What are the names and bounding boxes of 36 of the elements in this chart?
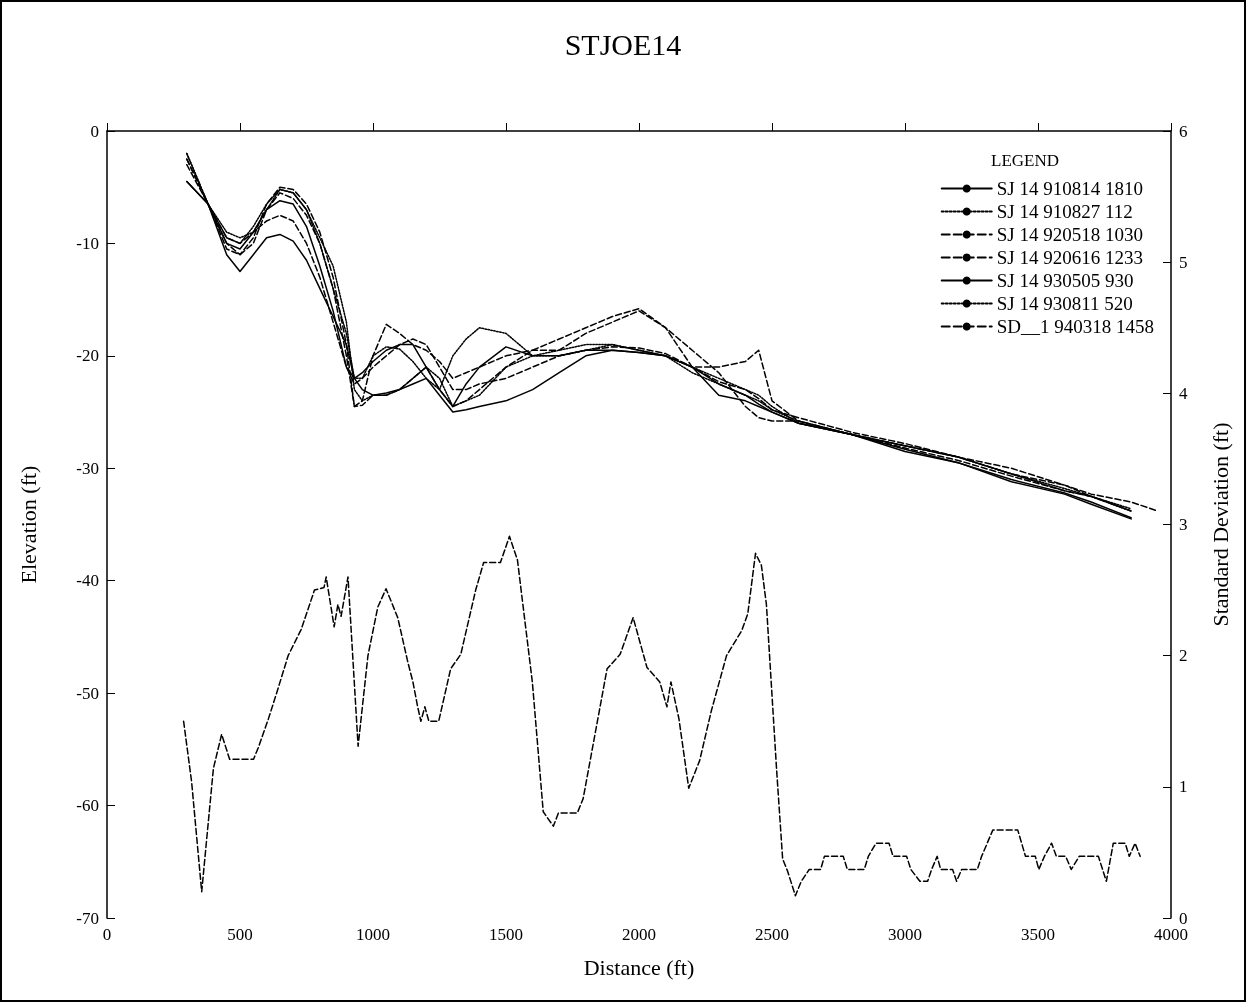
x-axis-title: Distance (ft) xyxy=(583,954,695,980)
y-axis-title: Elevation (ft) xyxy=(15,465,41,584)
y-tick-label: 0 xyxy=(90,121,99,141)
y-tick-label: -70 xyxy=(76,908,99,928)
x-tick-label: 2500 xyxy=(755,925,789,944)
legend-label: SJ 14 910827 112 xyxy=(996,201,1133,222)
y2-tick-label: 0 xyxy=(1179,908,1188,928)
legend-label: SJ 14 930811 520 xyxy=(996,293,1133,314)
y2-axis-title: Standard Deviation (ft) xyxy=(1207,422,1233,627)
y2-tick-label: 6 xyxy=(1179,121,1188,141)
y2-tick-label: 4 xyxy=(1179,383,1188,403)
y-tick-label: -10 xyxy=(76,233,99,253)
chart-title: STJOE14 xyxy=(564,27,682,61)
y-tick-label: -60 xyxy=(76,796,99,816)
x-tick-label: 3000 xyxy=(888,925,922,944)
x-tick-label: 2000 xyxy=(622,925,656,944)
x-tick-label: 1500 xyxy=(489,925,523,944)
y2-tick-label: 3 xyxy=(1179,515,1188,534)
x-tick-label: 0 xyxy=(102,925,112,944)
x-tick-label: 3500 xyxy=(1021,925,1055,944)
legend-label: SJ 14 920616 1233 xyxy=(996,247,1143,268)
legend-label: SJ 14 910814 1810 xyxy=(996,178,1143,199)
legend-title: LEGEND xyxy=(991,151,1059,170)
legend-label: SD__1 940318 1458 xyxy=(996,316,1155,337)
y2-tick-label: 1 xyxy=(1179,777,1188,797)
y-tick-label: -50 xyxy=(76,683,99,703)
y-tick-label: -30 xyxy=(76,458,99,478)
y-tick-label: -40 xyxy=(76,571,99,591)
y2-tick-label: 2 xyxy=(1179,646,1188,666)
x-tick-label: 4000 xyxy=(1154,925,1188,944)
y2-tick-label: 5 xyxy=(1179,252,1188,272)
x-tick-label: 500 xyxy=(227,925,253,944)
y-tick-label: -20 xyxy=(76,346,99,366)
legend-label: SJ 14 920518 1030 xyxy=(996,224,1143,245)
legend-label: SJ 14 930505 930 xyxy=(996,270,1134,291)
x-tick-label: 1000 xyxy=(356,925,390,944)
